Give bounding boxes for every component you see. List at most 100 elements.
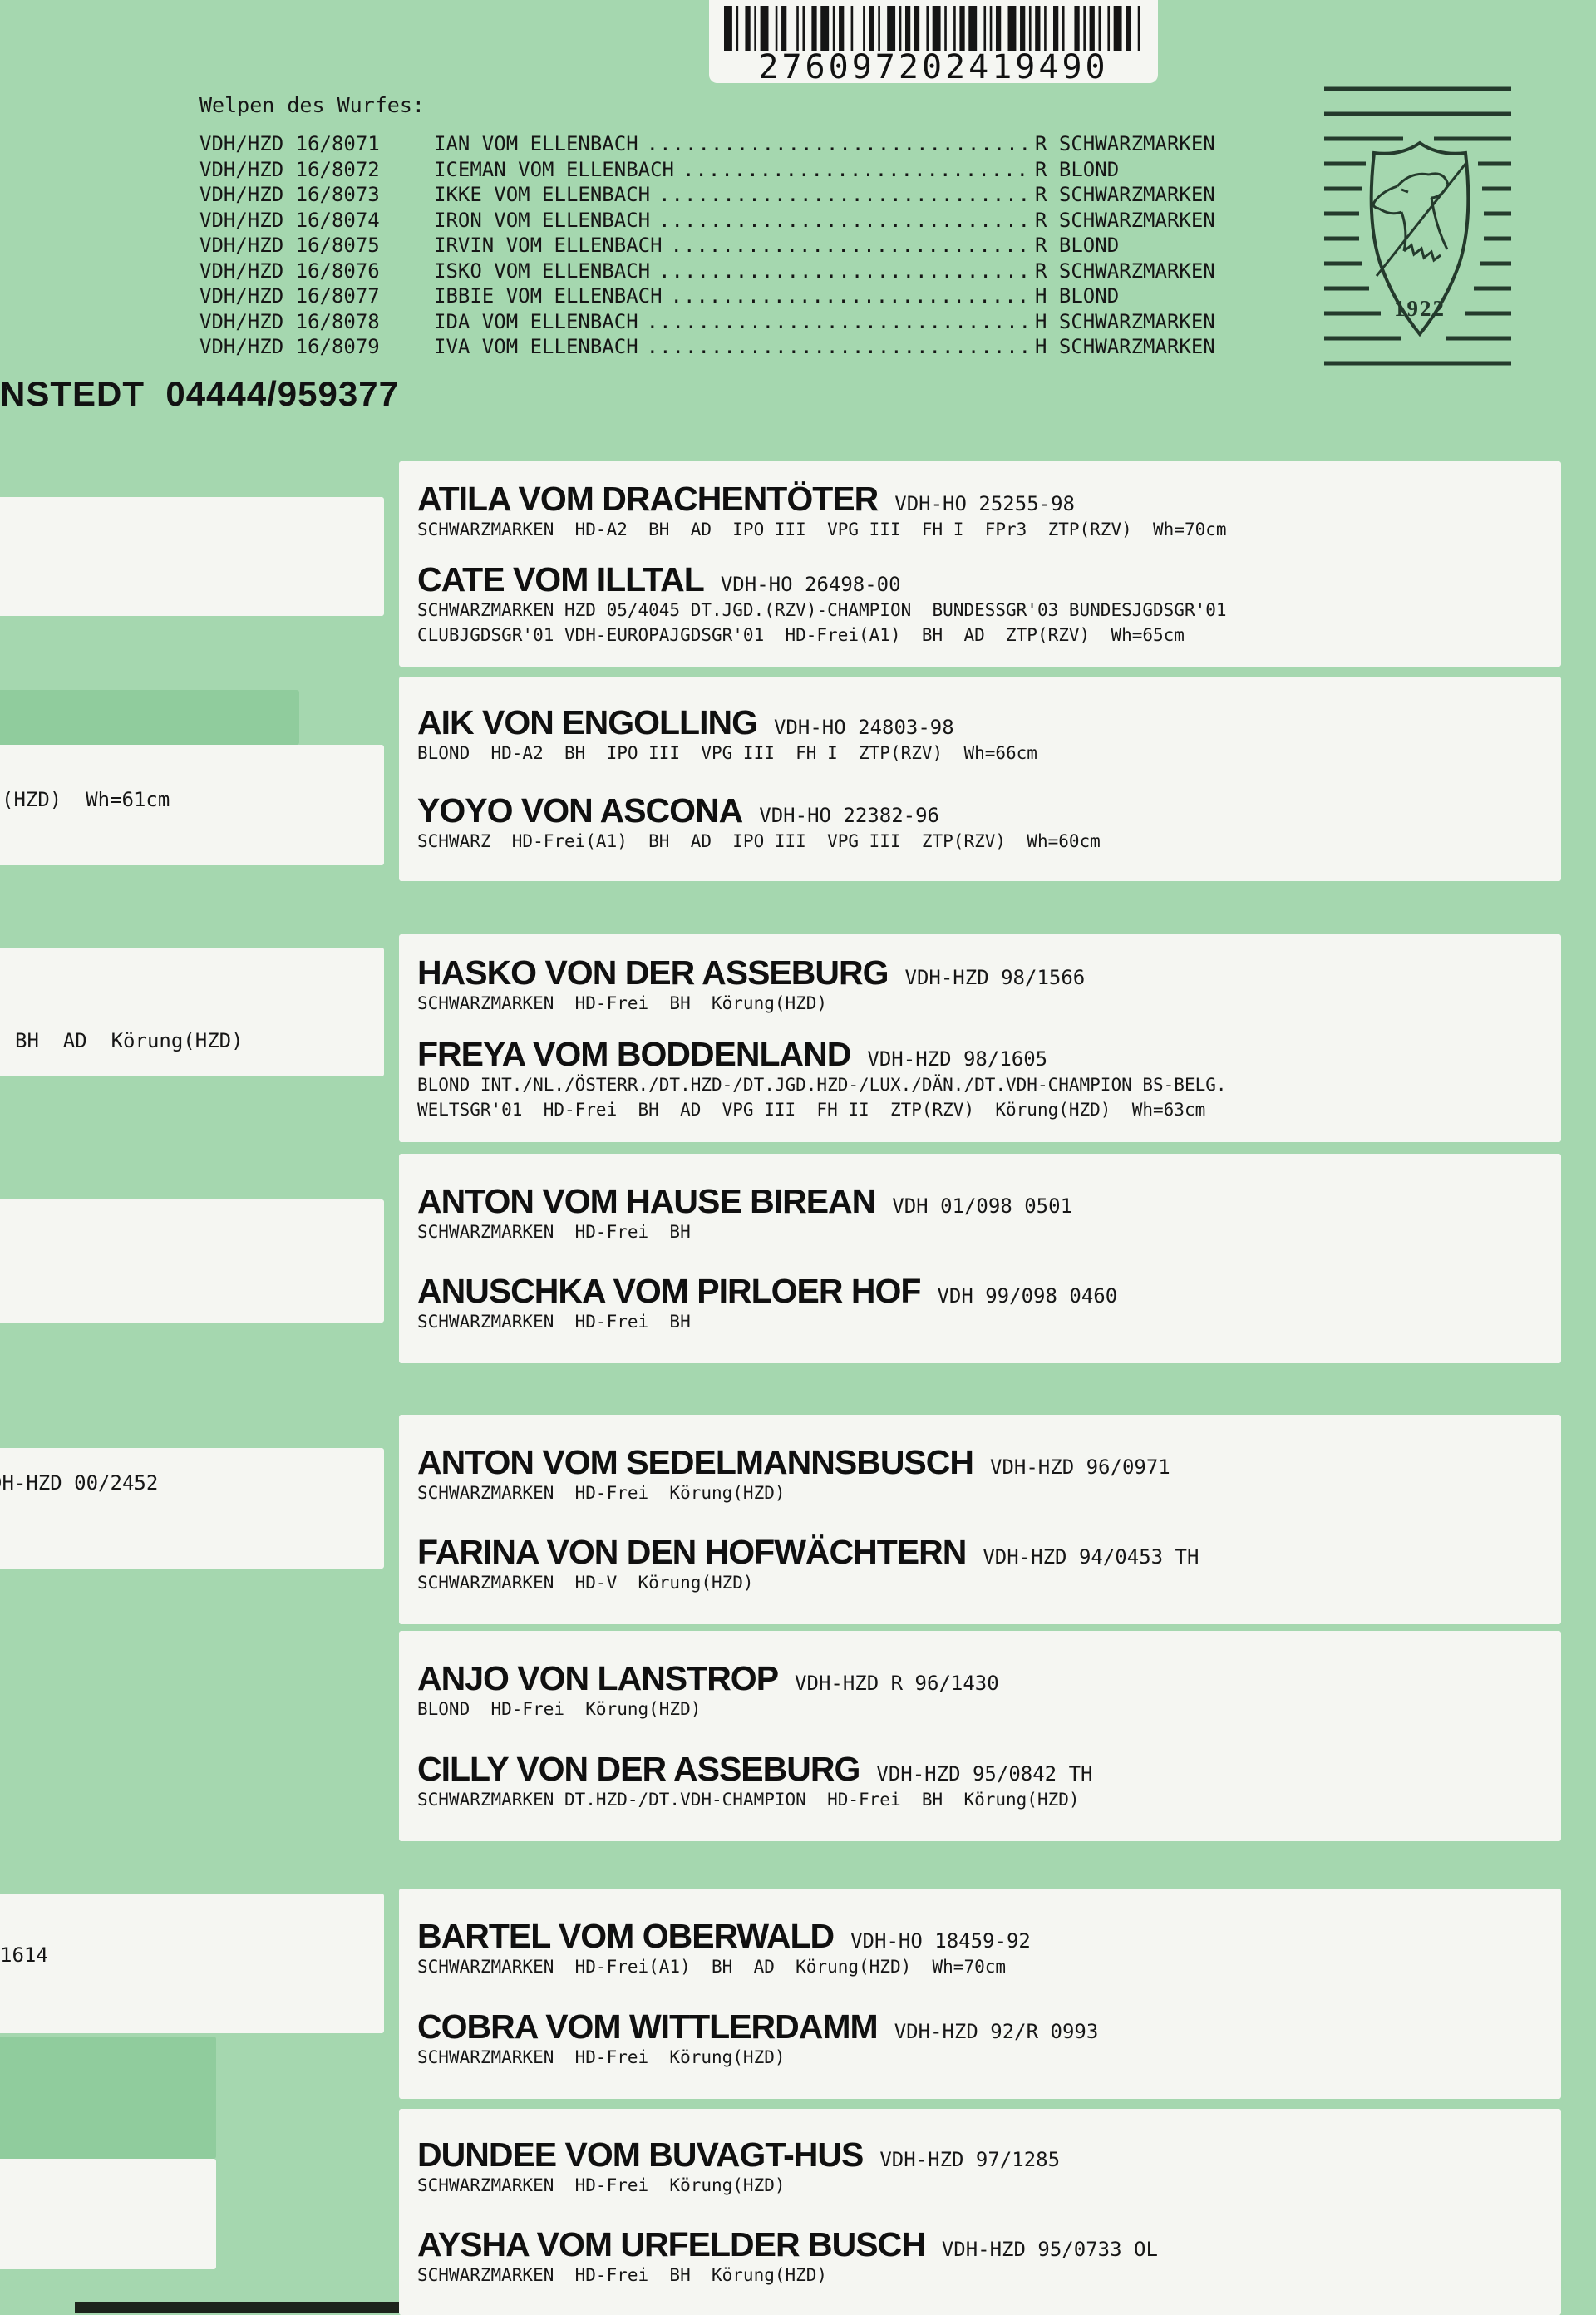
- dog-registration: VDH-HZD 96/0971: [990, 1455, 1170, 1479]
- puppy-name: IDA VOM ELLENBACH: [434, 309, 638, 333]
- pedigree-panel: BARTEL VOM OBERWALD VDH-HO 18459-92 SCHW…: [399, 1889, 1561, 2099]
- dog-registration: VDH-HO 18459-92: [850, 1929, 1031, 1953]
- dog-registration: VDH-HZD 98/1566: [904, 966, 1086, 989]
- pedigree-entry: CILLY VON DER ASSEBURG VDH-HZD 95/0842 T…: [399, 1751, 1561, 1812]
- puppy-row: VDH/HZD 16/8071 IAN VOM ELLENBACH ......…: [200, 131, 1276, 157]
- barcode-icon: [724, 6, 1140, 51]
- puppy-name: ICEMAN VOM ELLENBACH: [434, 157, 674, 181]
- dog-titles-line: SCHWARZMARKEN HD-Frei BH: [417, 1312, 691, 1332]
- dog-name-row: CATE VOM ILLTAL VDH-HO 26498-00: [417, 561, 1561, 598]
- puppy-row: VDH/HZD 16/8079 IVA VOM ELLENBACH ......…: [200, 334, 1276, 360]
- dog-titles-line: SCHWARZMARKEN DT.HZD-/DT.VDH-CHAMPION HD…: [417, 1790, 1080, 1810]
- dot-leader: ........................................…: [658, 259, 1027, 283]
- pedigree-entry: CATE VOM ILLTAL VDH-HO 26498-00 SCHWARZM…: [399, 561, 1561, 648]
- dog-name-row: YOYO VON ASCONA VDH-HO 22382-96: [417, 792, 1561, 829]
- dog-name: ANTON VOM SEDELMANNSBUSCH: [417, 1442, 974, 1481]
- dog-titles-line: SCHWARZMARKEN HD-Frei Körung(HZD): [417, 2175, 786, 2196]
- pedigree-panel: ANJO VON LANSTROP VDH-HZD R 96/1430 BLON…: [399, 1631, 1561, 1841]
- left-cutoff-band-dark: [0, 690, 299, 745]
- dog-titles-line: SCHWARZMARKEN HD-Frei BH Körung(HZD): [417, 2264, 828, 2285]
- puppy-registration: VDH/HZD 16/8079: [200, 335, 380, 358]
- pedigree-entry: BARTEL VOM OBERWALD VDH-HO 18459-92 SCHW…: [399, 1918, 1561, 1979]
- puppy-registration: VDH/HZD 16/8075: [200, 234, 380, 257]
- pedigree-entry: FARINA VON DEN HOFWÄCHTERN VDH-HZD 94/04…: [399, 1534, 1561, 1595]
- dog-name-row: AYSHA VOM URFELDER BUSCH VDH-HZD 95/0733…: [417, 2226, 1561, 2263]
- dog-name: FARINA VON DEN HOFWÄCHTERN: [417, 1533, 967, 1572]
- puppy-row: VDH/HZD 16/8077 IBBIE VOM ELLENBACH ....…: [200, 283, 1276, 309]
- puppy-sex-color: R BLOND: [1035, 234, 1120, 257]
- pedigree-entry: ANJO VON LANSTROP VDH-HZD R 96/1430 BLON…: [399, 1660, 1561, 1721]
- dog-titles-line: SCHWARZMARKEN HD-Frei Körung(HZD): [417, 1482, 786, 1503]
- dog-registration: VDH-HZD 97/1285: [879, 2148, 1061, 2172]
- left-cutoff-band: [0, 745, 384, 865]
- dog-name-row: ATILA VOM DRACHENTÖTER VDH-HO 25255-98: [417, 480, 1561, 517]
- dog-registration: VDH-HZD 95/0842 TH: [876, 1762, 1093, 1786]
- dog-registration: VDH-HZD 98/1605: [867, 1047, 1048, 1071]
- pedigree-panel: ATILA VOM DRACHENTÖTER VDH-HO 25255-98 S…: [399, 461, 1561, 667]
- pedigree-entry: COBRA VOM WITTLERDAMM VDH-HZD 92/R 0993 …: [399, 2008, 1561, 2070]
- dog-titles-line: SCHWARZMARKEN HZD 05/4045 DT.JGD.(RZV)-C…: [417, 600, 1227, 620]
- dog-name-row: AIK VON ENGOLLING VDH-HO 24803-98: [417, 704, 1561, 741]
- left-cutoff-band: [0, 1894, 384, 2033]
- dog-titles-line: SCHWARZ HD-Frei(A1) BH AD IPO III VPG II…: [417, 831, 1101, 852]
- dog-titles-line: BLOND HD-Frei Körung(HZD): [417, 1699, 702, 1719]
- dot-leader: ........................................…: [658, 183, 1027, 206]
- left-fragment-text: 1614: [0, 1943, 48, 1967]
- dog-name: CATE VOM ILLTAL: [417, 560, 705, 598]
- pedigree-entry: ANTON VOM SEDELMANNSBUSCH VDH-HZD 96/097…: [399, 1444, 1561, 1505]
- puppy-name: IVA VOM ELLENBACH: [434, 335, 638, 358]
- puppy-name: IBBIE VOM ELLENBACH: [434, 284, 663, 308]
- puppy-registration: VDH/HZD 16/8072: [200, 157, 380, 181]
- puppy-name: IKKE VOM ELLENBACH: [434, 183, 651, 206]
- pedigree-panel: ANTON VOM SEDELMANNSBUSCH VDH-HZD 96/097…: [399, 1415, 1561, 1624]
- puppy-sex-color: H SCHWARZMARKEN: [1035, 335, 1215, 358]
- puppy-name: IRON VOM ELLENBACH: [434, 208, 651, 232]
- dog-registration: VDH-HO 24803-98: [773, 715, 954, 739]
- dog-registration: VDH-HZD 94/0453 TH: [983, 1545, 1199, 1569]
- dog-registration: VDH-HO 25255-98: [894, 492, 1075, 515]
- left-cutoff-band: [0, 2159, 216, 2269]
- dog-name-row: ANUSCHKA VOM PIRLOER HOF VDH 99/098 0460: [417, 1273, 1561, 1309]
- pedigree-entry: AYSHA VOM URFELDER BUSCH VDH-HZD 95/0733…: [399, 2226, 1561, 2288]
- shield-outline: [1369, 140, 1470, 337]
- dot-leader: ........................................…: [646, 335, 1027, 358]
- puppy-registration: VDH/HZD 16/8073: [200, 183, 380, 206]
- dog-name-row: COBRA VOM WITTLERDAMM VDH-HZD 92/R 0993: [417, 2008, 1561, 2045]
- puppy-row: VDH/HZD 16/8076 ISKO VOM ELLENBACH .....…: [200, 259, 1276, 284]
- dog-name: AYSHA VOM URFELDER BUSCH: [417, 2224, 926, 2263]
- dot-leader: ........................................…: [658, 208, 1027, 232]
- pedigree-entry: FREYA VOM BODDENLAND VDH-HZD 98/1605 BLO…: [399, 1036, 1561, 1122]
- pedigree-entry: AIK VON ENGOLLING VDH-HO 24803-98 BLOND …: [399, 704, 1561, 766]
- puppy-name: IAN VOM ELLENBACH: [434, 132, 638, 155]
- barcode-label: 276097202419490: [709, 0, 1158, 86]
- puppy-sex-color: R SCHWARZMARKEN: [1035, 259, 1215, 283]
- puppy-sex-color: H SCHWARZMARKEN: [1035, 309, 1215, 333]
- dog-name: ANTON VOM HAUSE BIREAN: [417, 1181, 876, 1220]
- dog-name-row: ANJO VON LANSTROP VDH-HZD R 96/1430: [417, 1660, 1561, 1697]
- dog-registration: VDH-HZD R 96/1430: [795, 1672, 999, 1695]
- club-emblem: 1922: [1324, 86, 1511, 366]
- puppy-sex-color: R BLOND: [1035, 157, 1120, 181]
- barcode-number: 276097202419490: [758, 48, 1109, 86]
- puppy-sex-color: R SCHWARZMARKEN: [1035, 132, 1215, 155]
- dog-titles-line: SCHWARZMARKEN HD-Frei(A1) BH AD Körung(H…: [417, 1957, 1007, 1977]
- dog-name: ATILA VOM DRACHENTÖTER: [417, 480, 879, 518]
- dog-name: YOYO VON ASCONA: [417, 791, 743, 830]
- puppy-row: VDH/HZD 16/8072 ICEMAN VOM ELLENBACH ...…: [200, 157, 1276, 183]
- dog-name-row: HASKO VON DER ASSEBURG VDH-HZD 98/1566: [417, 954, 1561, 991]
- pedigree-panel: HASKO VON DER ASSEBURG VDH-HZD 98/1566 S…: [399, 934, 1561, 1142]
- dog-titles-line: SCHWARZMARKEN HD-V Körung(HZD): [417, 1573, 754, 1593]
- dog-name: FREYA VOM BODDENLAND: [417, 1035, 851, 1073]
- pedigree-entry: ATILA VOM DRACHENTÖTER VDH-HO 25255-98 S…: [399, 480, 1561, 542]
- puppy-name: ISKO VOM ELLENBACH: [434, 259, 651, 283]
- dog-name: DUNDEE VOM BUVAGT-HUS: [417, 2135, 864, 2175]
- pedigree-entry: ANTON VOM HAUSE BIREAN VDH 01/098 0501 S…: [399, 1183, 1561, 1244]
- dog-titles-line: SCHWARZMARKEN HD-A2 BH AD IPO III VPG II…: [417, 520, 1227, 539]
- dog-registration: VDH-HO 26498-00: [720, 573, 901, 596]
- puppy-registration: VDH/HZD 16/8074: [200, 208, 380, 232]
- left-fragment-text: (HZD) Wh=61cm: [2, 788, 170, 811]
- puppy-name: IRVIN VOM ELLENBACH: [434, 234, 663, 257]
- puppy-registration: VDH/HZD 16/8076: [200, 259, 380, 283]
- left-fragment-text: BH AD Körung(HZD): [15, 1029, 244, 1052]
